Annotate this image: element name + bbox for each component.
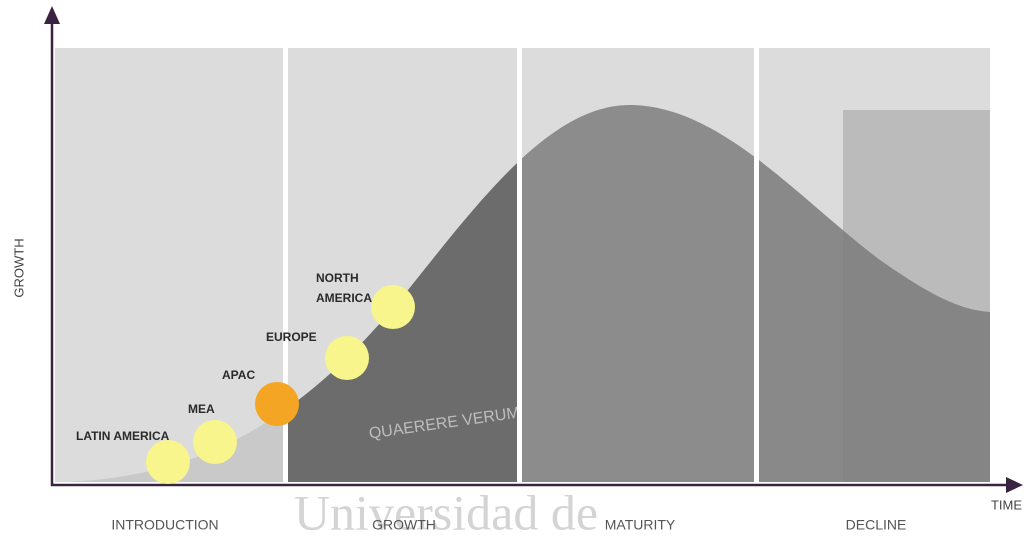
y-axis-label: GROWTH: [11, 238, 26, 297]
dividers: [283, 48, 759, 482]
region-label: LATIN AMERICA: [76, 429, 170, 443]
stage-label: DECLINE: [846, 517, 907, 533]
region-marker: [146, 440, 190, 484]
region-marker: [325, 336, 369, 380]
region-label: APAC: [222, 368, 255, 382]
watermark-name: Universidad de: [294, 484, 598, 537]
region-label: MEA: [188, 402, 215, 416]
region-label: NORTH: [316, 271, 359, 285]
region-label: AMERICA: [316, 291, 372, 305]
x-axis-label: TIME: [991, 497, 1022, 512]
region-label: EUROPE: [266, 330, 317, 344]
stage-label: MATURITY: [605, 517, 676, 533]
region-marker: [193, 420, 237, 464]
curve: [55, 105, 990, 482]
stage-label: INTRODUCTION: [111, 517, 218, 533]
axes: [44, 6, 1023, 493]
stage-label: GROWTH: [372, 517, 436, 533]
region-marker: [255, 382, 299, 426]
region-marker: [371, 285, 415, 329]
